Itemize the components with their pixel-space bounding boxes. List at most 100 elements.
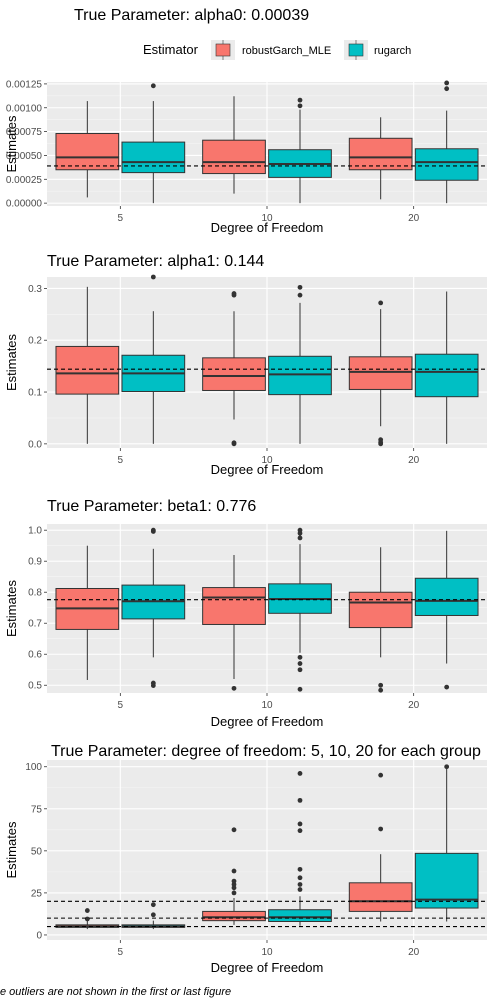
outlier-point [297,797,303,803]
y-tick-label: 0 [36,930,42,941]
box [268,909,332,922]
outlier-point [378,826,384,832]
outlier-point [444,684,450,690]
y-tick-label: 0.00025 [6,175,43,186]
outlier-point [297,661,303,666]
outlier-point [150,902,156,908]
y-tick-label: 75 [31,804,43,815]
box [414,577,479,616]
y-tick-label: 0.00000 [6,199,43,210]
y-tick-label: 0.9 [28,557,42,568]
x-tick-label: 10 [261,700,273,711]
x-tick-label: 5 [118,700,124,711]
outlier-point [297,771,303,776]
y-axis-label: Estimates [4,115,19,173]
outlier-point [378,687,384,693]
chart-title-alpha1: True Parameter: alpha1: 0.144 [47,253,264,270]
outlier-point [231,291,237,296]
box [348,882,413,912]
outlier-point [297,97,303,103]
x-tick-label: 10 [261,455,273,466]
y-tick-label: 0.0 [28,439,42,450]
x-axis-label: Degree of Freedom [211,462,324,477]
box [55,345,120,395]
box [121,141,186,174]
legend-swatch-robustgarch [215,43,231,57]
chart-title-df: True Parameter: degree of freedom: 5, 10… [51,743,481,760]
y-tick-label: 0.00125 [6,79,43,90]
outlier-point [84,916,90,922]
series-robustgarch [55,286,413,447]
y-axis-label: Estimates [4,821,19,879]
x-axis-label: Degree of Freedom [211,714,324,729]
x-axis-label: Degree of Freedom [211,220,324,235]
legend-label-robustgarch: robustGarch_MLE [242,45,331,57]
outlier-point [444,764,450,770]
outlier-point [444,80,450,86]
box [414,353,479,398]
outlier-point [84,908,90,913]
outlier-point [297,535,303,541]
y-tick-label: 0.2 [28,336,42,347]
legend-swatch-rugarch [348,43,364,57]
outlier-point [231,440,237,446]
y-tick-label: 0.5 [28,681,42,692]
legend: Estimator robustGarch_MLE rugarch [143,40,411,60]
x-tick-label: 10 [261,947,273,958]
outlier-point [231,878,237,884]
outlier-point [231,885,237,891]
outlier-point [297,828,303,834]
series-rugarch [121,527,479,692]
box [348,356,413,390]
y-tick-label: 0.6 [28,650,42,661]
outlier-point [378,682,384,688]
outlier-point [297,284,303,290]
series-rugarch [121,274,479,444]
x-tick-label: 10 [261,213,273,224]
outlier-point [378,300,384,306]
y-tick-label: 0.00075 [6,127,43,138]
outlier-point [297,887,303,892]
x-axis-label: Degree of Freedom [211,960,324,975]
series-robustgarch [55,772,413,930]
outlier-point [444,86,450,92]
outlier-point [231,827,237,833]
box [414,148,479,181]
footnote: e outliers are not shown in the first or… [0,986,231,998]
series-rugarch [121,80,479,204]
box [202,910,266,922]
chart-title-beta1: True Parameter: beta1: 0.776 [47,498,256,515]
y-tick-label: 50 [31,846,43,857]
y-tick-label: 0.1 [28,388,42,399]
outlier-point [378,772,384,778]
chart-beta1: True Parameter: beta1: 0.776 0.5 0.6 0.7 0.8… [4,498,487,729]
box [202,139,266,175]
outlier-point [231,882,237,887]
series-robustgarch [55,545,413,693]
legend-label-rugarch: rugarch [374,45,411,57]
outlier-point [297,882,303,887]
outlier-point [297,654,303,660]
box [55,133,120,171]
outlier-point [297,866,303,872]
x-tick-label: 5 [118,455,124,466]
outlier-point [297,875,303,881]
outlier-point [150,274,156,280]
box [268,355,332,396]
outlier-point [297,292,303,298]
box [202,357,266,391]
x-tick-label: 5 [118,947,124,958]
y-tick-label: 0.8 [28,588,42,599]
outlier-point [231,868,237,874]
legend-title: Estimator [143,42,199,57]
chart-alpha1: True Parameter: alpha1: 0.144 0.0 0.1 0.2 0.… [4,253,487,477]
y-tick-label: 1.0 [28,526,42,537]
outlier-point [297,821,303,827]
box [348,591,413,629]
x-tick-label: 20 [408,947,420,958]
outlier-point [297,527,303,533]
outlier-point [378,437,384,443]
outlier-point [231,685,237,691]
series-robustgarch [55,96,413,200]
